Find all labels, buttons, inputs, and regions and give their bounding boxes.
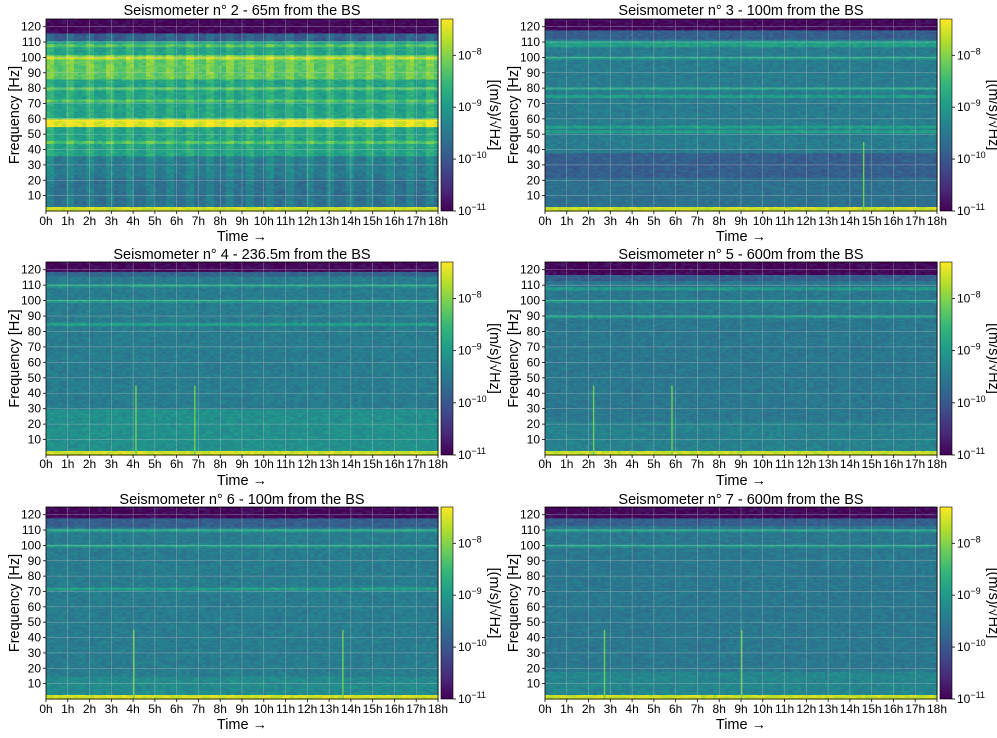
heatmap-cells: [46, 19, 439, 212]
